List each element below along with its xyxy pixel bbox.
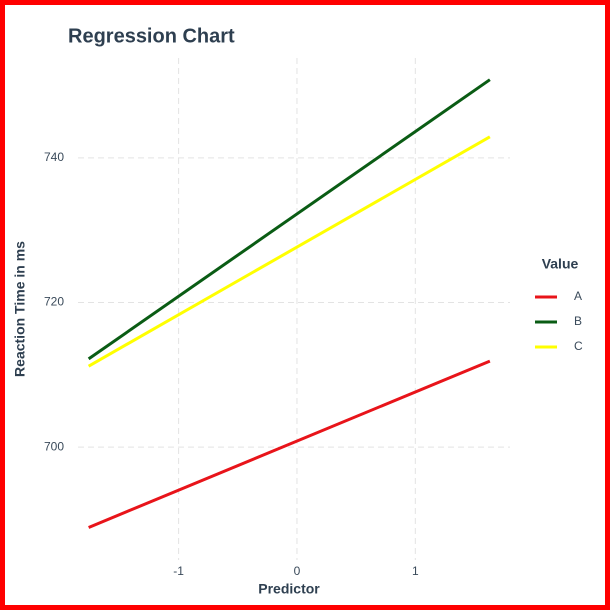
legend-label: C <box>574 339 583 353</box>
legend-label: A <box>574 289 582 303</box>
x-tick-label: -1 <box>173 564 184 578</box>
x-axis-title: Predictor <box>258 581 320 597</box>
y-tick-label: 720 <box>44 295 64 309</box>
line <box>88 359 491 529</box>
y-tick-label: 700 <box>44 439 64 453</box>
chart: Regression Chart Predictor Reaction Time… <box>12 25 583 597</box>
y-tick-label: 740 <box>44 150 64 164</box>
line <box>87 135 491 368</box>
line <box>87 78 491 361</box>
x-tick-label: 0 <box>294 564 301 578</box>
chart-title: Regression Chart <box>68 25 235 47</box>
legend-label: B <box>574 314 582 328</box>
x-tick-label: 1 <box>412 564 419 578</box>
y-axis-title: Reaction Time in ms <box>12 241 28 377</box>
legend-title: Value <box>542 256 579 272</box>
